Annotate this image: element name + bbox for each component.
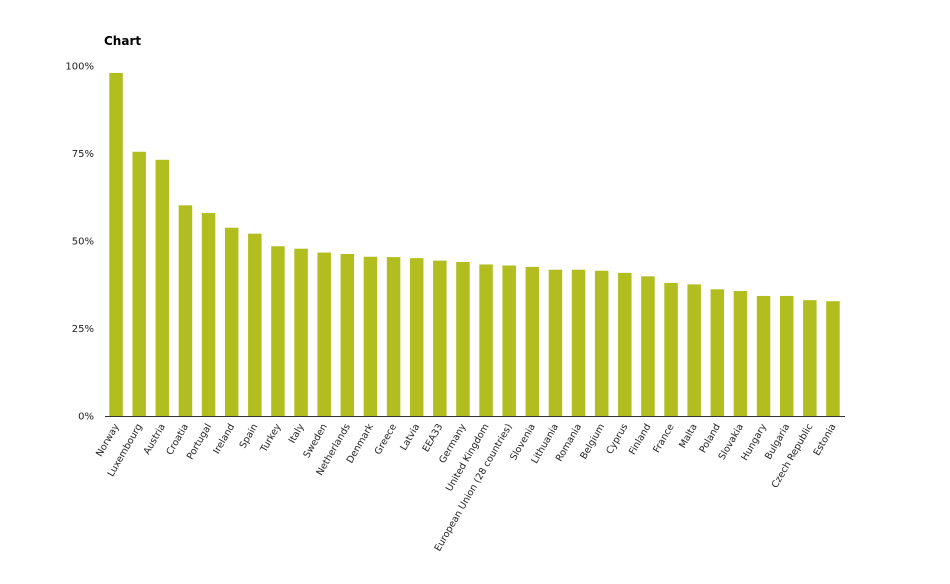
bar (456, 262, 470, 416)
x-tick-label: Turkey (258, 422, 284, 455)
bar (409, 258, 424, 416)
x-tick-label: Poland (698, 422, 723, 455)
y-tick-label: 100% (65, 62, 94, 73)
bar (340, 253, 355, 416)
x-tick-label: Estonia (812, 422, 839, 458)
bar (271, 246, 285, 416)
bar (224, 227, 239, 416)
bar (433, 260, 447, 416)
bar (294, 248, 308, 416)
x-axis-labels: NorwayLuxembourgAustriaCroatiaPortugalIr… (94, 422, 838, 554)
x-tick-label: Greece (373, 422, 400, 457)
x-tick-label: France (651, 422, 676, 455)
bar (248, 233, 262, 416)
y-tick-label: 25% (72, 324, 94, 335)
bar (155, 159, 170, 417)
y-tick-label: 75% (72, 149, 94, 160)
y-axis-ticks: 0% 25% 50% 75% 100% (65, 62, 94, 423)
bar (779, 295, 794, 416)
bar (317, 252, 331, 416)
bar (548, 269, 563, 416)
bar (386, 257, 401, 416)
bar (710, 289, 725, 416)
y-tick-label: 50% (72, 237, 94, 248)
bar (502, 265, 516, 416)
chart-title: Chart (104, 34, 142, 48)
x-tick-label: Italy (287, 422, 307, 446)
bar (594, 270, 609, 416)
bar (664, 283, 678, 416)
x-tick-label: Spain (238, 422, 261, 450)
bar (132, 151, 146, 416)
bar (826, 301, 840, 416)
bar (363, 256, 378, 416)
bar (109, 73, 123, 416)
bar (571, 269, 586, 416)
bar (641, 276, 655, 416)
bar (201, 213, 216, 416)
x-tick-label: Latvia (398, 422, 422, 453)
bar (618, 272, 632, 416)
x-tick-label: Malta (677, 422, 700, 450)
bars (109, 73, 840, 417)
bar (733, 291, 748, 416)
x-tick-label: Finland (627, 422, 654, 457)
bar (525, 266, 540, 416)
x-tick-label: EEA33 (421, 422, 446, 454)
bar (803, 300, 817, 416)
bar (687, 284, 701, 416)
bar (178, 205, 193, 416)
x-tick-label: Ireland (211, 422, 237, 456)
y-tick-label: 0% (78, 412, 94, 423)
bar (756, 295, 771, 416)
bar (479, 264, 493, 416)
